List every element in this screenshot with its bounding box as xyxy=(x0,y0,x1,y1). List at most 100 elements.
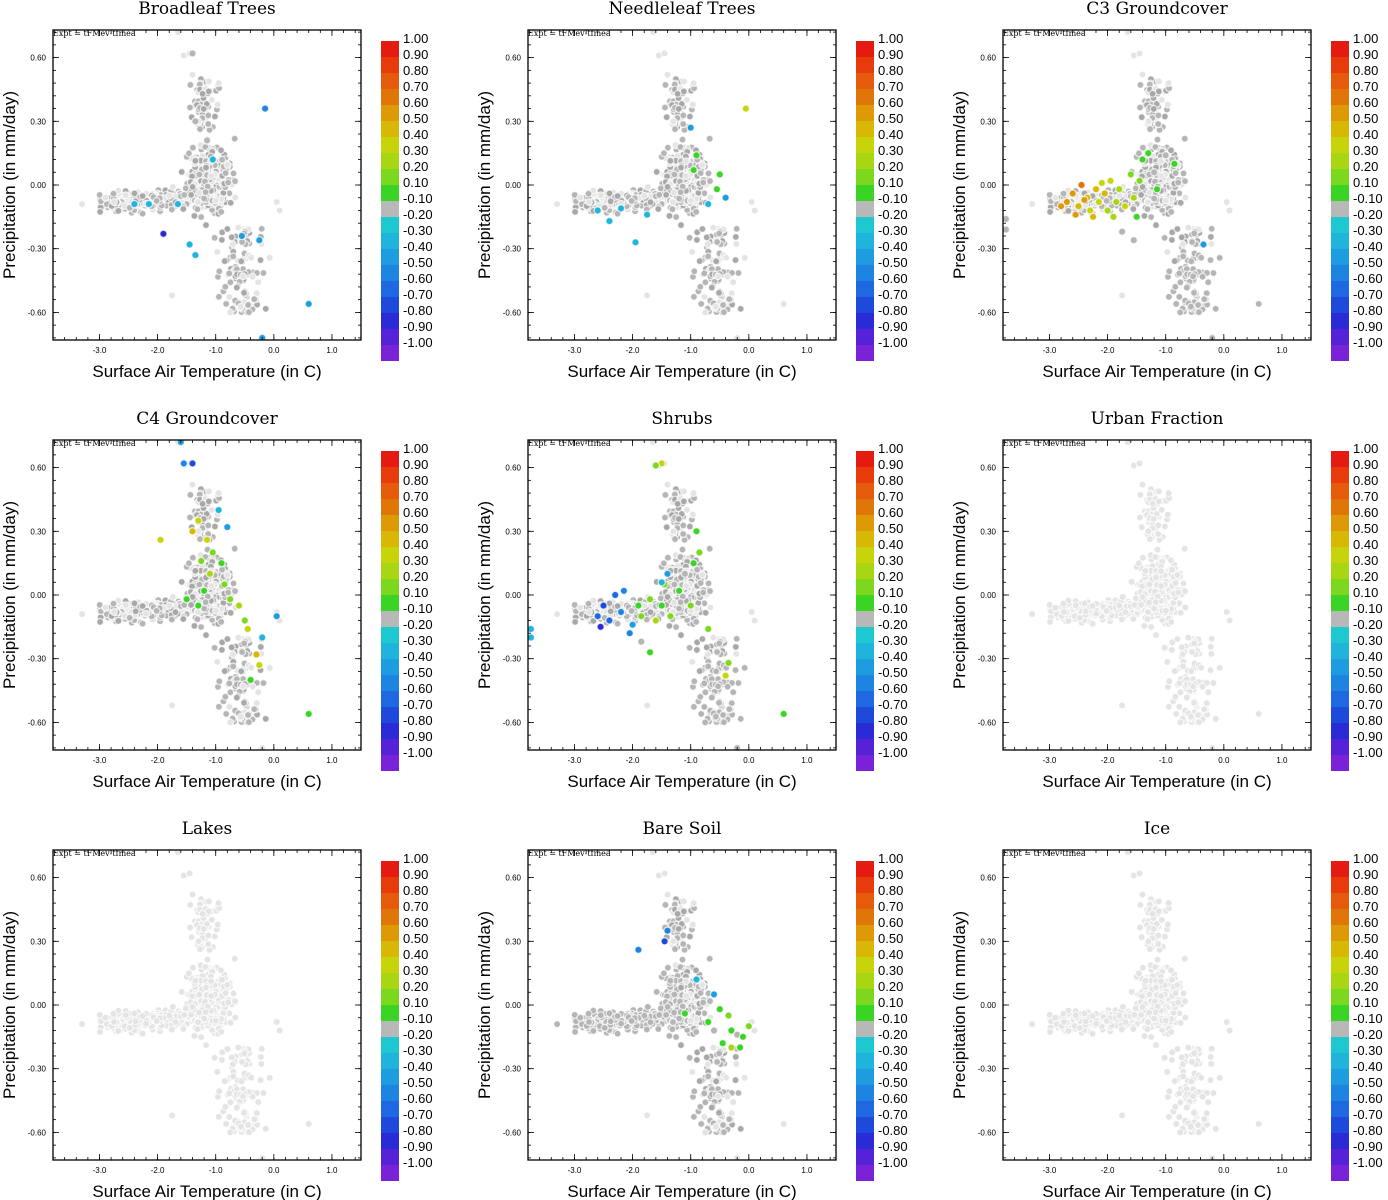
scatter-point xyxy=(663,143,672,152)
scatter-point xyxy=(1181,193,1190,202)
colorbar-swatch xyxy=(381,345,399,361)
scatter-point xyxy=(244,718,253,727)
colorbar-swatch xyxy=(1331,89,1349,105)
scatter-point xyxy=(731,666,740,675)
colorbar-swatch xyxy=(856,297,874,313)
colorbar-swatch xyxy=(381,201,399,217)
highlighted-point xyxy=(1149,168,1159,177)
scatter-point xyxy=(1165,267,1174,276)
scatter-point xyxy=(1151,221,1160,230)
scatter-point xyxy=(732,239,741,248)
scatter-point xyxy=(1189,272,1198,281)
points-layer xyxy=(78,30,313,340)
scatter-point xyxy=(669,117,678,126)
colorbar-label: 1.00 xyxy=(403,441,428,456)
scatter-point xyxy=(1129,205,1138,214)
scatter-point xyxy=(1189,288,1198,297)
scatter-point xyxy=(196,535,205,544)
scatter-point xyxy=(662,190,671,199)
x-tick-label: -3.0 xyxy=(1043,346,1057,355)
scatter-point xyxy=(674,104,683,113)
colorbar-swatch xyxy=(856,217,874,233)
colorbar-swatch xyxy=(856,57,874,73)
highlighted-point xyxy=(188,527,197,536)
highlighted-point xyxy=(1097,178,1107,188)
colorbar-swatch xyxy=(856,313,874,329)
colorbar-label: -0.70 xyxy=(1353,287,1383,302)
scatter-point xyxy=(254,688,263,697)
scatter-point xyxy=(226,198,235,207)
highlighted-point xyxy=(1103,206,1112,215)
highlighted-point xyxy=(1077,180,1086,190)
colorbar-swatch xyxy=(381,137,399,153)
colorbar-swatch xyxy=(1331,233,1349,249)
scatter-point xyxy=(705,134,714,143)
colorbar: 1.000.900.800.700.600.500.400.300.200.10… xyxy=(1331,31,1383,361)
colorbar-label: 0.70 xyxy=(878,79,903,94)
colorbar-label: -0.40 xyxy=(403,239,433,254)
x-tick-label: -3.0 xyxy=(568,346,582,355)
colorbar-label: -0.80 xyxy=(1353,303,1383,318)
colorbar-swatch xyxy=(856,105,874,121)
highlighted-point xyxy=(208,548,218,557)
scatter-point xyxy=(1051,193,1060,202)
scatter-point xyxy=(109,189,118,198)
y-tick-label: 0.60 xyxy=(30,464,46,473)
x-tick-label: 1.0 xyxy=(801,346,813,355)
scatter-point xyxy=(226,718,235,727)
panel-title: Shrubs xyxy=(651,409,712,429)
colorbar-label: -0.40 xyxy=(403,649,433,664)
colorbar-label: 0.20 xyxy=(403,569,428,584)
scatter-point xyxy=(709,633,718,642)
colorbar-swatch xyxy=(856,233,874,249)
scatter-point xyxy=(218,155,227,164)
colorbar-swatch xyxy=(381,169,399,185)
scatter-point xyxy=(704,252,713,261)
scatter-point xyxy=(202,631,211,640)
scatter-point xyxy=(706,603,715,612)
colorbar-swatch xyxy=(381,675,399,691)
scatter-point xyxy=(1118,291,1127,300)
scatter-point xyxy=(217,617,226,626)
scatter-point xyxy=(210,112,219,121)
scatter-point xyxy=(261,304,270,313)
highlighted-point xyxy=(1132,212,1141,222)
scatter-point xyxy=(167,205,176,214)
scatter-point xyxy=(600,203,609,212)
scatter-point xyxy=(661,80,670,89)
scatter-point xyxy=(201,188,210,197)
scatter-point xyxy=(1171,169,1180,178)
highlighted-point xyxy=(1129,193,1139,202)
colorbar-swatch xyxy=(856,89,874,105)
y-tick-label: 0.00 xyxy=(30,181,46,190)
scatter-point xyxy=(627,196,636,205)
scatter-point xyxy=(1171,282,1180,291)
scatter-point xyxy=(234,633,243,642)
scatter-point xyxy=(214,292,223,301)
scatter-point xyxy=(121,191,130,200)
scatter-point xyxy=(732,224,741,233)
scatter-point xyxy=(685,112,694,121)
scatter-point xyxy=(231,177,240,186)
scatter-point xyxy=(207,172,216,181)
scatter-point xyxy=(685,643,694,652)
colorbar-swatch xyxy=(1331,153,1349,169)
scatter-point xyxy=(78,610,87,619)
scatter-point xyxy=(697,299,706,308)
scatter-point xyxy=(204,521,213,530)
highlighted-point xyxy=(220,580,229,589)
highlighted-point xyxy=(1091,184,1101,194)
scatter-point xyxy=(670,125,679,134)
colorbar-swatch xyxy=(381,89,399,105)
scatter-point xyxy=(1149,104,1158,113)
scatter-point xyxy=(173,30,182,37)
expt-label: Expt = tFMev-tfmea xyxy=(528,29,611,38)
x-tick-label: -2.0 xyxy=(151,346,165,355)
colorbar-label: 0.80 xyxy=(403,473,428,488)
scatter-point xyxy=(648,30,657,37)
highlighted-point xyxy=(130,199,139,209)
scatter-point xyxy=(142,609,151,618)
scatter-point xyxy=(222,709,231,718)
scatter-point xyxy=(259,678,268,687)
scatter-point xyxy=(230,544,239,553)
